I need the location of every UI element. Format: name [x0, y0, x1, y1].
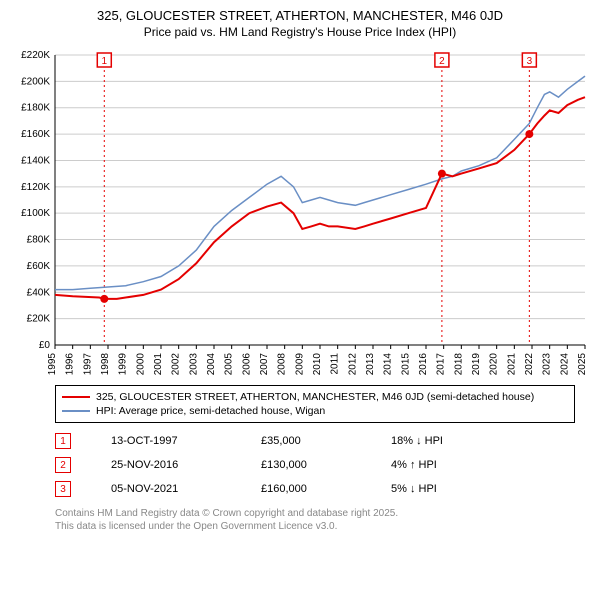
x-tick-label: 2017: [436, 353, 447, 375]
event-diff: 4% ↑ HPI: [391, 459, 481, 471]
event-date: 25-NOV-2016: [111, 459, 221, 471]
x-tick-label: 2023: [542, 353, 553, 375]
x-tick-label: 2009: [294, 353, 305, 375]
y-tick-label: £0: [39, 340, 51, 351]
event-list: 1 13-OCT-1997 £35,000 18% ↓ HPI 2 25-NOV-2016…: [55, 433, 590, 497]
line-chart-svg: £0 £20K £40K £60K £80K £100K £120K £140K £160K £1…: [10, 45, 590, 375]
event-price: £130,000: [261, 459, 351, 471]
x-tick-label: 2003: [188, 353, 199, 375]
legend-label: 325, GLOUCESTER STREET, ATHERTON, MANCHE…: [96, 391, 534, 403]
x-tick-label: 1995: [47, 353, 58, 375]
x-tick-label: 2016: [418, 353, 429, 375]
y-tick-label: £80K: [27, 235, 51, 246]
x-tick-label: 2015: [400, 353, 411, 375]
event-number-box: 1: [55, 433, 71, 449]
x-tick-label: 2002: [171, 353, 182, 375]
event-date: 13-OCT-1997: [111, 435, 221, 447]
y-tick-label: £20K: [27, 314, 51, 325]
event-diff: 18% ↓ HPI: [391, 435, 481, 447]
title-area: 325, GLOUCESTER STREET, ATHERTON, MANCHE…: [10, 8, 590, 39]
y-tick-label: £60K: [27, 261, 51, 272]
x-tick-label: 2020: [489, 353, 500, 375]
y-tick-label: £140K: [21, 155, 50, 166]
x-tick-label: 2022: [524, 353, 535, 375]
event-marker-dot: [525, 130, 533, 138]
legend-label: HPI: Average price, semi-detached house,…: [96, 405, 325, 417]
event-price: £160,000: [261, 483, 351, 495]
x-tick-label: 2004: [206, 353, 217, 375]
x-tick-label: 2025: [577, 353, 588, 375]
x-tick-label: 2024: [559, 353, 570, 375]
x-tick-label: 2010: [312, 353, 323, 375]
x-tick-label: 2011: [330, 353, 341, 375]
chart-area: £0 £20K £40K £60K £80K £100K £120K £140K £160K £1…: [10, 45, 590, 375]
x-tick-label: 2013: [365, 353, 376, 375]
event-price: £35,000: [261, 435, 351, 447]
title-line2: Price paid vs. HM Land Registry's House …: [10, 25, 590, 39]
footer-attribution: Contains HM Land Registry data © Crown c…: [55, 507, 590, 533]
footer-line2: This data is licensed under the Open Gov…: [55, 520, 590, 533]
event-topbox-num: 1: [102, 56, 108, 67]
x-tick-label: 2006: [241, 353, 252, 375]
x-tick-label: 2019: [471, 353, 482, 375]
x-tick-label: 2012: [347, 353, 358, 375]
y-tick-label: £160K: [21, 129, 50, 140]
x-tick-label: 2005: [224, 353, 235, 375]
x-tick-label: 1999: [118, 353, 129, 375]
event-marker-dot: [100, 295, 108, 303]
event-number-box: 3: [55, 481, 71, 497]
y-tick-label: £40K: [27, 287, 51, 298]
footer-line1: Contains HM Land Registry data © Crown c…: [55, 507, 590, 520]
x-tick-label: 1996: [65, 353, 76, 375]
event-diff: 5% ↓ HPI: [391, 483, 481, 495]
title-line1: 325, GLOUCESTER STREET, ATHERTON, MANCHE…: [10, 8, 590, 23]
legend-swatch: [62, 396, 90, 398]
y-tick-label: £100K: [21, 208, 50, 219]
x-tick-label: 2021: [506, 353, 517, 375]
x-tick-label: 2008: [277, 353, 288, 375]
x-tick-label: 2018: [453, 353, 464, 375]
x-tick-label: 2014: [383, 353, 394, 375]
event-date: 05-NOV-2021: [111, 483, 221, 495]
x-tick-label: 1997: [82, 353, 93, 375]
x-tick-label: 2000: [135, 353, 146, 375]
event-topbox-num: 2: [439, 56, 445, 67]
x-tick-label: 2007: [259, 353, 270, 375]
legend-row: 325, GLOUCESTER STREET, ATHERTON, MANCHE…: [62, 390, 568, 404]
legend: 325, GLOUCESTER STREET, ATHERTON, MANCHE…: [55, 385, 575, 423]
y-tick-label: £180K: [21, 103, 50, 114]
y-tick-label: £220K: [21, 50, 50, 61]
event-row: 2 25-NOV-2016 £130,000 4% ↑ HPI: [55, 457, 590, 473]
x-tick-label: 2001: [153, 353, 164, 375]
event-row: 3 05-NOV-2021 £160,000 5% ↓ HPI: [55, 481, 590, 497]
event-row: 1 13-OCT-1997 £35,000 18% ↓ HPI: [55, 433, 590, 449]
event-marker-dot: [438, 170, 446, 178]
x-tick-label: 1998: [100, 353, 111, 375]
legend-swatch: [62, 410, 90, 412]
y-tick-label: £120K: [21, 182, 50, 193]
event-topbox-num: 3: [527, 56, 533, 67]
y-tick-label: £200K: [21, 76, 50, 87]
legend-row: HPI: Average price, semi-detached house,…: [62, 404, 568, 418]
event-number-box: 2: [55, 457, 71, 473]
chart-container: 325, GLOUCESTER STREET, ATHERTON, MANCHE…: [0, 0, 600, 543]
